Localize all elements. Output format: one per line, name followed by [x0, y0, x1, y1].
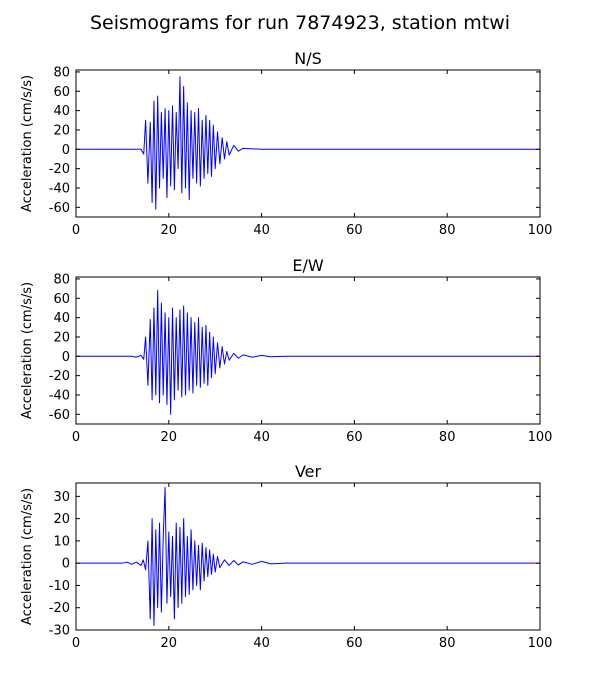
vertical-x-tick-label: 0	[72, 636, 80, 651]
vertical-y-tick-label: 0	[62, 557, 70, 572]
ew-x-tick-label: 20	[161, 430, 178, 445]
ew-plot-frame	[75, 276, 541, 425]
vertical-y-tick-label: 30	[53, 490, 70, 505]
ew-trace-line	[76, 290, 540, 415]
vertical-trace-line	[76, 486, 540, 627]
ns-y-tick-label: -60	[49, 201, 70, 216]
ew-y-tick-label: 80	[53, 272, 70, 287]
vertical-y-tick-label: -30	[49, 624, 70, 639]
vertical-x-tick-label: 80	[439, 636, 456, 651]
vertical-y-tick-label: -10	[49, 579, 70, 594]
ew-panel: E/W Acceleration (cm/s/s) 0 20 40 60 80 100 -60 -…	[20, 256, 552, 445]
ns-y-axis-label: Acceleration (cm/s/s)	[20, 75, 35, 212]
vertical-title: Ver	[295, 462, 322, 481]
ew-y-axis-label: Acceleration (cm/s/s)	[20, 282, 35, 419]
ns-panel: N/S Acceleration (cm/s/s) 0 20 40 60 80 100 -60 -…	[20, 49, 552, 238]
ns-x-tick-label: 60	[346, 223, 363, 238]
ns-x-tick-label: 80	[439, 223, 456, 238]
ew-x-tick-label: 0	[72, 430, 80, 445]
ew-y-tick-label: 40	[53, 311, 70, 326]
figure-title: Seismograms for run 7874923, station mtw…	[90, 12, 510, 34]
ew-y-tick-label: 60	[53, 292, 70, 307]
vertical-y-axis-label: Acceleration (cm/s/s)	[20, 488, 35, 625]
vertical-x-tick-label: 40	[253, 636, 270, 651]
ew-x-tick-label: 100	[528, 430, 553, 445]
ns-y-tick-label: 0	[62, 143, 70, 158]
vertical-x-tick-label: 60	[346, 636, 363, 651]
ns-y-tick-label: -20	[49, 162, 70, 177]
vertical-x-tick-label: 20	[161, 636, 178, 651]
ew-y-tick-label: 0	[62, 350, 70, 365]
ns-x-tick-label: 100	[528, 223, 553, 238]
ew-x-tick-label: 60	[346, 430, 363, 445]
ns-trace-line	[76, 76, 540, 210]
vertical-y-tick-label: -20	[49, 601, 70, 616]
vertical-x-tick-label: 100	[528, 636, 553, 651]
ns-y-tick-label: 40	[53, 104, 70, 119]
ns-title: N/S	[294, 49, 322, 68]
vertical-y-tick-label: 20	[53, 512, 70, 527]
ew-y-tick-label: -20	[49, 369, 70, 384]
ns-y-tick-label: 20	[53, 123, 70, 138]
ns-y-tick-label: 60	[53, 85, 70, 100]
ns-y-tick-label: -40	[49, 181, 70, 196]
ew-y-tick-label: 20	[53, 330, 70, 345]
ew-x-tick-label: 80	[439, 430, 456, 445]
ns-x-tick-label: 20	[161, 223, 178, 238]
ns-x-tick-label: 40	[253, 223, 270, 238]
ew-y-tick-label: -60	[49, 408, 70, 423]
vertical-plot-frame	[75, 482, 541, 631]
ns-x-tick-label: 0	[72, 223, 80, 238]
vertical-y-tick-label: 10	[53, 534, 70, 549]
ew-y-tick-label: -40	[49, 388, 70, 403]
ns-y-tick-label: 80	[53, 65, 70, 80]
ew-x-tick-label: 40	[253, 430, 270, 445]
ew-title: E/W	[292, 256, 324, 275]
ns-plot-frame	[75, 69, 541, 218]
